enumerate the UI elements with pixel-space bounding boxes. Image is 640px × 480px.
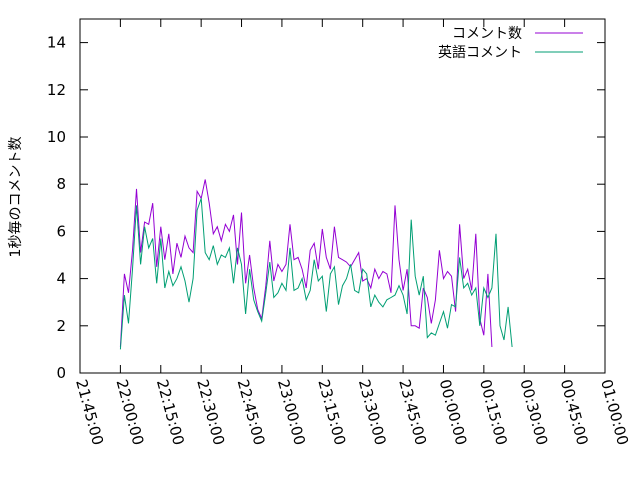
y-tick-label: 2 <box>56 317 66 335</box>
series-line-2 <box>119 198 513 350</box>
series-layer <box>119 179 513 350</box>
y-tick-label: 6 <box>56 222 66 240</box>
legend-label: コメント数 <box>452 26 522 42</box>
x-tick-label: 21:45:00 <box>72 377 107 447</box>
x-tick-label: 23:00:00 <box>274 377 309 447</box>
series-line-1 <box>119 179 493 348</box>
x-tick-label: 00:45:00 <box>557 377 592 447</box>
plot-area <box>79 18 606 374</box>
y-tick-label: 8 <box>56 175 66 193</box>
legend-label: 英語コメント <box>438 44 522 61</box>
x-tick-label: 22:15:00 <box>153 377 188 447</box>
x-tick-label: 23:15:00 <box>314 377 349 447</box>
x-tick-label: 22:00:00 <box>113 377 148 447</box>
x-tick-label: 22:45:00 <box>234 377 269 447</box>
y-axis-title: 1秒毎のコメント数 <box>8 137 24 258</box>
plot-border <box>79 18 606 374</box>
y-axis: 0 2 4 6 8 10 12 14 <box>47 34 605 382</box>
y-tick-label: 0 <box>56 364 66 382</box>
x-tick-label: 23:45:00 <box>395 377 430 447</box>
x-axis: 21:45:00 22:00:00 22:15:00 22:30:00 22:45:00… <box>72 19 632 447</box>
x-tick-label: 00:30:00 <box>516 377 551 447</box>
y-tick-label: 14 <box>47 34 66 52</box>
x-tick-label: 23:30:00 <box>355 377 390 447</box>
y-tick-label: 12 <box>47 81 66 99</box>
y-tick-label: 4 <box>56 270 66 288</box>
x-tick-label: 00:00:00 <box>436 377 471 447</box>
x-tick-label: 00:15:00 <box>476 377 511 447</box>
x-tick-label: 22:30:00 <box>193 377 228 447</box>
y-tick-label: 10 <box>47 128 66 146</box>
x-tick-label: 01:00:00 <box>597 377 632 447</box>
